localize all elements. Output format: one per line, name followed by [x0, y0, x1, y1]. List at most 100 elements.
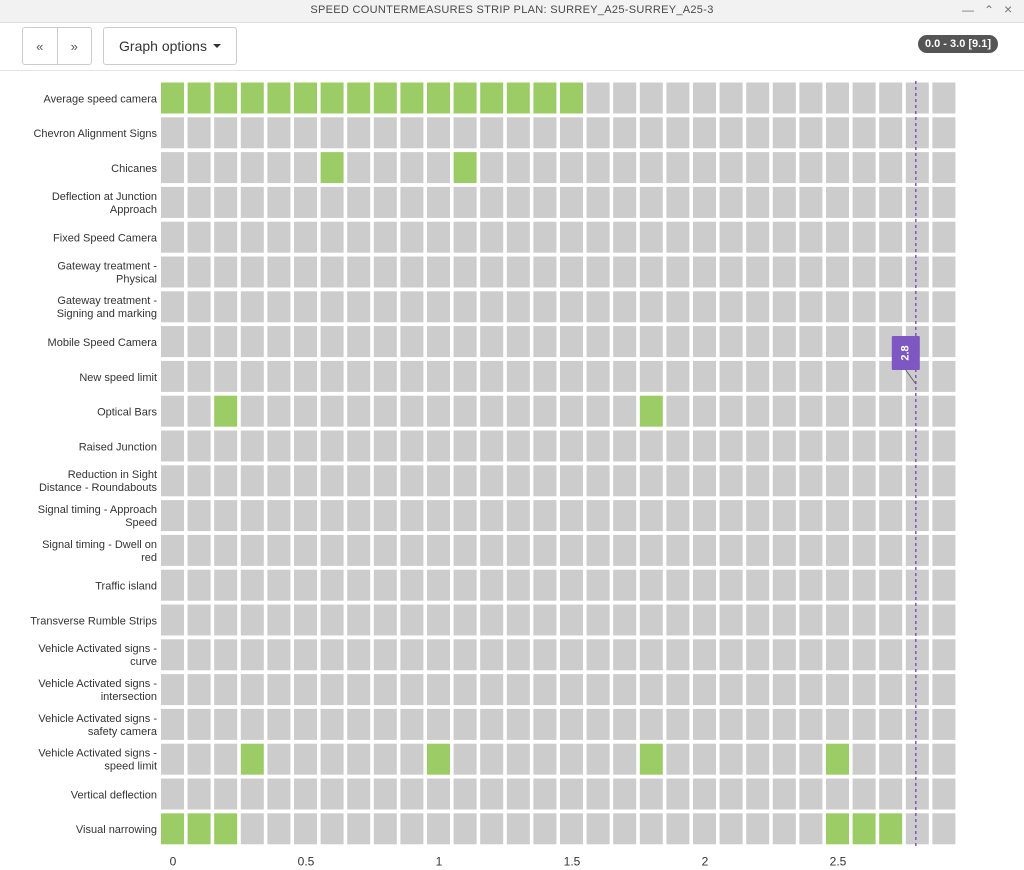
inactive-cell: [639, 639, 663, 671]
previous-button[interactable]: «: [36, 38, 44, 54]
inactive-cell: [932, 395, 956, 427]
active-cell: [639, 395, 663, 427]
inactive-cell: [905, 534, 929, 566]
inactive-cell: [613, 569, 637, 601]
inactive-cell: [852, 326, 876, 358]
inactive-cell: [187, 326, 211, 358]
active-cell: [187, 82, 211, 114]
inactive-cell: [879, 152, 903, 184]
active-cell: [214, 395, 238, 427]
active-cell: [879, 813, 903, 845]
collapse-icon[interactable]: ⌃: [984, 3, 995, 17]
minimize-icon[interactable]: —: [962, 3, 974, 17]
inactive-cell: [373, 291, 397, 323]
inactive-cell: [932, 430, 956, 462]
active-cell: [453, 152, 477, 184]
inactive-cell: [772, 256, 796, 288]
inactive-cell: [214, 152, 238, 184]
inactive-cell: [214, 604, 238, 636]
inactive-cell: [772, 152, 796, 184]
inactive-cell: [400, 778, 424, 810]
inactive-cell: [826, 500, 849, 532]
inactive-cell: [347, 639, 371, 671]
inactive-cell: [533, 430, 557, 462]
inactive-cell: [799, 534, 823, 566]
inactive-cell: [852, 465, 876, 497]
inactive-cell: [693, 117, 716, 149]
inactive-cell: [852, 534, 876, 566]
inactive-cell: [693, 291, 716, 323]
inactive-cell: [772, 326, 796, 358]
inactive-cell: [799, 500, 823, 532]
inactive-cell: [772, 186, 796, 218]
inactive-cell: [586, 152, 610, 184]
inactive-cell: [187, 639, 211, 671]
close-icon[interactable]: ×: [1004, 1, 1013, 17]
inactive-cell: [666, 152, 690, 184]
inactive-cell: [746, 813, 770, 845]
inactive-cell: [533, 813, 557, 845]
active-cell: [560, 82, 583, 114]
inactive-cell: [214, 291, 238, 323]
inactive-cell: [373, 500, 397, 532]
inactive-cell: [453, 360, 477, 392]
inactive-cell: [294, 430, 317, 462]
inactive-cell: [746, 708, 770, 740]
pager: « »: [22, 27, 92, 65]
inactive-cell: [347, 291, 371, 323]
inactive-cell: [480, 534, 504, 566]
inactive-cell: [772, 82, 796, 114]
active-cell: [161, 813, 184, 845]
inactive-cell: [613, 152, 637, 184]
inactive-cell: [639, 82, 663, 114]
inactive-cell: [772, 708, 796, 740]
inactive-cell: [214, 674, 238, 706]
inactive-cell: [772, 465, 796, 497]
inactive-cell: [506, 743, 530, 775]
inactive-cell: [772, 639, 796, 671]
graph-options-button[interactable]: Graph options: [103, 27, 237, 65]
inactive-cell: [826, 291, 849, 323]
inactive-cell: [746, 395, 770, 427]
inactive-cell: [932, 82, 956, 114]
inactive-cell: [826, 708, 849, 740]
inactive-cell: [879, 82, 903, 114]
inactive-cell: [560, 743, 583, 775]
inactive-cell: [506, 326, 530, 358]
inactive-cell: [560, 778, 583, 810]
inactive-cell: [613, 465, 637, 497]
inactive-cell: [480, 813, 504, 845]
inactive-cell: [347, 813, 371, 845]
inactive-cell: [400, 465, 424, 497]
row-label: Raised Junction: [79, 441, 157, 453]
inactive-cell: [905, 117, 929, 149]
inactive-cell: [240, 326, 264, 358]
inactive-cell: [693, 569, 716, 601]
inactive-cell: [187, 256, 211, 288]
inactive-cell: [267, 395, 291, 427]
inactive-cell: [240, 500, 264, 532]
inactive-cell: [719, 708, 743, 740]
inactive-cell: [639, 708, 663, 740]
inactive-cell: [267, 639, 291, 671]
inactive-cell: [373, 569, 397, 601]
inactive-cell: [187, 152, 211, 184]
inactive-cell: [826, 534, 849, 566]
inactive-cell: [400, 534, 424, 566]
inactive-cell: [453, 117, 477, 149]
inactive-cell: [400, 639, 424, 671]
inactive-cell: [693, 674, 716, 706]
inactive-cell: [373, 674, 397, 706]
inactive-cell: [320, 813, 344, 845]
inactive-cell: [905, 813, 929, 845]
next-button[interactable]: »: [56, 28, 92, 64]
inactive-cell: [852, 743, 876, 775]
inactive-cell: [746, 639, 770, 671]
inactive-cell: [427, 360, 450, 392]
inactive-cell: [560, 639, 583, 671]
inactive-cell: [400, 708, 424, 740]
inactive-cell: [533, 256, 557, 288]
inactive-cell: [373, 534, 397, 566]
inactive-cell: [267, 291, 291, 323]
inactive-cell: [267, 465, 291, 497]
